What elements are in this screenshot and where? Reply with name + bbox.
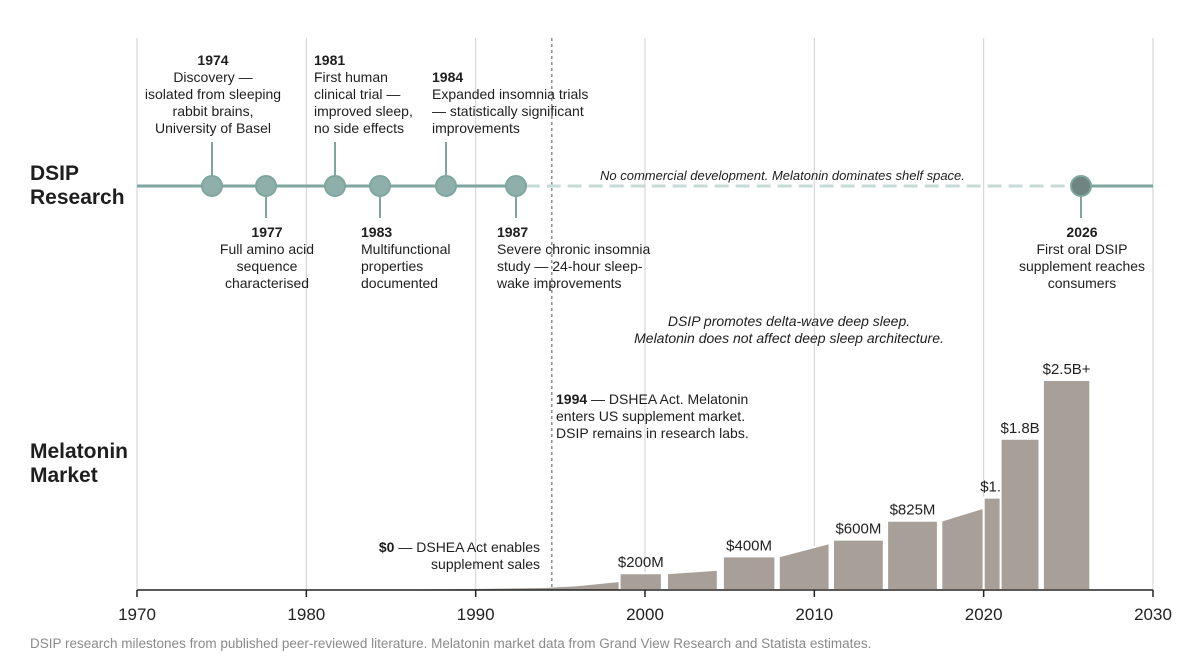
row-label-dsip-research: DSIP Research bbox=[30, 162, 125, 210]
row-label-line: Research bbox=[30, 186, 125, 209]
milestone-year: 1987 bbox=[497, 224, 529, 240]
zero-text: — DSHEA Act enables bbox=[394, 539, 540, 555]
x-tick-label: 2010 bbox=[795, 605, 833, 624]
comparison-note-line: DSIP promotes delta-wave deep sleep. bbox=[667, 313, 911, 329]
dshea-text-line: DSIP remains in research labs. bbox=[556, 425, 749, 441]
milestone-year: 1977 bbox=[251, 224, 283, 240]
zero-text-line: supplement sales bbox=[431, 556, 540, 572]
comparison-note-line: Melatonin does not affect deep sleep arc… bbox=[634, 330, 944, 346]
comparison-note: DSIP promotes delta-wave deep sleep. Mel… bbox=[600, 313, 978, 347]
milestone-year: 1981 bbox=[314, 52, 346, 68]
row-label-melatonin-market: Melatonin Market bbox=[30, 440, 128, 488]
market-bar-label: $200M bbox=[618, 554, 664, 571]
market-bar bbox=[721, 555, 777, 591]
market-bar bbox=[777, 541, 831, 591]
milestone-node bbox=[435, 175, 457, 197]
milestone-description: First oral DSIP supplement reaches consu… bbox=[1018, 241, 1146, 291]
x-tick-label: 1980 bbox=[287, 605, 325, 624]
market-bar-label: $600M bbox=[835, 521, 881, 538]
milestone-1983: 1983 Multifunctional properties document… bbox=[361, 224, 481, 292]
market-area bbox=[306, 582, 620, 590]
row-label-line: DSIP bbox=[30, 162, 80, 185]
milestone-year: 1983 bbox=[361, 224, 393, 240]
market-bar bbox=[999, 437, 1041, 591]
market-bar bbox=[886, 519, 939, 591]
milestone-1984: 1984 Expanded insomnia trials — statisti… bbox=[432, 69, 612, 137]
x-tick-label: 1990 bbox=[457, 605, 495, 624]
milestone-node bbox=[369, 175, 391, 197]
x-tick-label: 2000 bbox=[626, 605, 664, 624]
row-label-line: Melatonin bbox=[30, 440, 128, 463]
dshea-year: 1994 bbox=[556, 391, 588, 407]
milestone-node bbox=[505, 175, 527, 197]
milestone-description: First human clinical trial — improved sl… bbox=[314, 69, 413, 136]
milestone-description: Full amino acid sequence characterised bbox=[219, 241, 315, 291]
market-bar bbox=[832, 538, 885, 591]
x-tick-label: 2020 bbox=[965, 605, 1003, 624]
milestone-description: Discovery — isolated from sleeping rabbi… bbox=[144, 69, 282, 136]
source-footnote: DSIP research milestones from published … bbox=[30, 636, 872, 651]
market-bar bbox=[1041, 379, 1092, 591]
zero-value: $0 bbox=[378, 539, 395, 555]
x-tick-label: 2030 bbox=[1134, 605, 1172, 624]
milestone-node bbox=[1070, 175, 1092, 197]
milestone-node bbox=[324, 175, 346, 197]
market-bar-label: $825M bbox=[890, 502, 936, 519]
milestone-year: 1974 bbox=[197, 52, 229, 68]
market-bar-label: $2.5B+ bbox=[1043, 361, 1091, 378]
milestone-description: Severe chronic insomnia study — 24-hour … bbox=[497, 241, 651, 291]
milestone-1981: 1981 First human clinical trial — improv… bbox=[314, 52, 434, 137]
milestone-1974: 1974 Discovery — isolated from sleeping … bbox=[133, 52, 293, 137]
market-bar-label: $400M bbox=[726, 537, 772, 554]
market-bar bbox=[940, 506, 985, 591]
milestone-2026: 2026 First oral DSIP supplement reaches … bbox=[1007, 224, 1157, 292]
milestone-description: Multifunctional properties documented bbox=[361, 241, 451, 291]
row-label-line: Market bbox=[30, 464, 98, 487]
x-tick-label: 1970 bbox=[118, 605, 156, 624]
gap-note: No commercial development. Melatonin dom… bbox=[600, 168, 965, 183]
dshea-note: 1994 — DSHEA Act. Melatonin enters US su… bbox=[556, 391, 776, 442]
milestone-node bbox=[255, 175, 277, 197]
zero-note: $0 — DSHEA Act enables supplement sales bbox=[360, 539, 540, 573]
milestone-year: 1984 bbox=[432, 69, 464, 85]
market-bar-label: $1.8B bbox=[1000, 420, 1039, 437]
milestone-node bbox=[201, 175, 223, 197]
market-bar bbox=[618, 572, 663, 591]
milestone-description: Expanded insomnia trials — statistically… bbox=[432, 86, 589, 136]
milestone-1977: 1977 Full amino acid sequence characteri… bbox=[197, 224, 337, 292]
milestone-year: 2026 bbox=[1066, 224, 1098, 240]
dshea-text-line: enters US supplement market. bbox=[556, 408, 746, 424]
dshea-text: — DSHEA Act. Melatonin bbox=[587, 391, 749, 407]
market-bar bbox=[666, 568, 719, 591]
milestone-1987: 1987 Severe chronic insomnia study — 24-… bbox=[497, 224, 667, 292]
